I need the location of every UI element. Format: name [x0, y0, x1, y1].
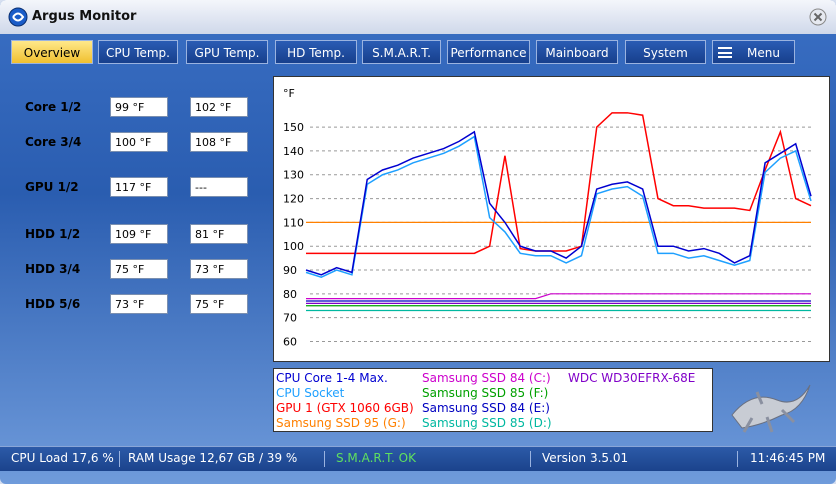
y-tick-label: 60: [283, 335, 297, 348]
y-tick-label: 90: [283, 264, 297, 277]
legend-entry: Samsung SSD 95 (G:): [276, 416, 406, 430]
chart-panel: °F 60 70 80 90 100 110 120 130 140 150: [273, 76, 830, 362]
legend-entry: Samsung SSD 84 (E:): [422, 401, 550, 415]
ram-usage: RAM Usage 12,67 GB / 39 %: [128, 451, 298, 465]
reading-label: Core 1/2: [25, 100, 82, 114]
y-tick-label: 120: [283, 193, 304, 206]
reading-value: 100 °F: [110, 132, 168, 152]
status-bar: CPU Load 17,6 % RAM Usage 12,67 GB / 39 …: [0, 446, 836, 471]
reading-value: 108 °F: [190, 132, 248, 152]
legend-entry: WDC WD30EFRX-68E: [568, 371, 696, 385]
tab[interactable]: Performance: [447, 40, 530, 64]
y-tick-label: 150: [283, 121, 304, 134]
reading-value: 102 °F: [190, 97, 248, 117]
y-tick-label: 140: [283, 145, 304, 158]
separator: [737, 451, 738, 467]
tab[interactable]: Menu: [712, 40, 795, 64]
legend-entry: Samsung SSD 85 (F:): [422, 386, 549, 400]
tab[interactable]: Overview: [11, 40, 93, 64]
reading-value: 75 °F: [110, 259, 168, 279]
series-line: [306, 112, 812, 255]
legend-entry: Samsung SSD 84 (C:): [422, 371, 551, 385]
cpu-load: CPU Load 17,6 %: [11, 451, 114, 465]
tab[interactable]: HD Temp.: [275, 40, 357, 64]
series-line: [306, 293, 811, 300]
menu-icon: [718, 47, 732, 58]
reading-value: ---: [190, 177, 248, 197]
smart-status: S.M.A.R.T. OK: [336, 451, 416, 465]
menu-icon-bar: [718, 51, 732, 54]
reading-value: 75 °F: [190, 294, 248, 314]
tab[interactable]: CPU Temp.: [98, 40, 178, 64]
reading-label: Core 3/4: [25, 135, 82, 149]
separator: [324, 451, 325, 467]
y-tick-label: 110: [283, 216, 304, 229]
logo: [731, 384, 811, 433]
legend-entry: Samsung SSD 85 (D:): [422, 416, 552, 430]
close-button[interactable]: [808, 7, 828, 27]
reading-value: 73 °F: [110, 294, 168, 314]
tab[interactable]: S.M.A.R.T.: [362, 40, 441, 64]
series-line: [305, 130, 812, 276]
reading-label: GPU 1/2: [25, 180, 79, 194]
reading-value: 117 °F: [110, 177, 168, 197]
reading-label: HDD 1/2: [25, 227, 81, 241]
reading-value: 81 °F: [190, 224, 248, 244]
tab[interactable]: Mainboard: [536, 40, 618, 64]
reading-value: 73 °F: [190, 259, 248, 279]
version: Version 3.5.01: [542, 451, 629, 465]
y-axis-label: °F: [283, 87, 295, 100]
tab[interactable]: System: [625, 40, 706, 64]
y-tick-label: 100: [283, 240, 304, 253]
reading-value: 99 °F: [110, 97, 168, 117]
chart: °F 60 70 80 90 100 110 120 130 140 150: [283, 87, 812, 348]
clock: 11:46:45 PM: [750, 451, 826, 465]
legend-entry: CPU Core 1-4 Max.: [276, 371, 388, 385]
reading-value: 109 °F: [110, 224, 168, 244]
y-tick-label: 130: [283, 169, 304, 182]
series-line: [305, 135, 812, 278]
y-tick-label: 80: [283, 288, 297, 301]
title-bar: Argus Monitor: [0, 0, 836, 34]
window-title: Argus Monitor: [32, 9, 137, 24]
separator: [119, 451, 120, 467]
legend-entry: GPU 1 (GTX 1060 6GB): [276, 401, 414, 415]
separator: [530, 451, 531, 467]
tab[interactable]: GPU Temp.: [186, 40, 268, 64]
y-tick-label: 70: [283, 312, 297, 325]
legend: CPU Core 1-4 Max. CPU Socket GPU 1 (GTX 10…: [273, 368, 713, 432]
reading-label: HDD 5/6: [25, 297, 81, 311]
reading-label: HDD 3/4: [25, 262, 81, 276]
legend-entry: CPU Socket: [276, 386, 345, 400]
app-icon: [8, 7, 28, 27]
